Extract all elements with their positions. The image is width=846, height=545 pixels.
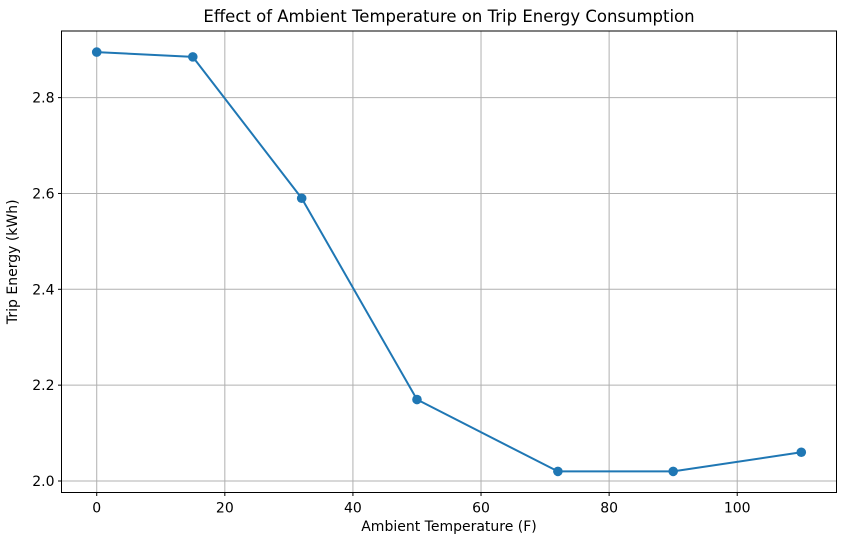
- y-tick-label: 2.2: [32, 378, 54, 394]
- data-point: [796, 447, 807, 458]
- y-tick-label: 2.8: [32, 91, 54, 107]
- data-point: [553, 466, 563, 477]
- plot-area: 0 20 40 60 80 100 2.0 2.2 2.4 2.6 2.8: [32, 30, 837, 517]
- data-point: [412, 394, 422, 405]
- x-tick-label: 40: [344, 501, 362, 517]
- x-tick-label: 0: [92, 501, 101, 517]
- x-tick-label: 20: [216, 501, 234, 517]
- data-point: [668, 466, 678, 477]
- chart-title: Effect of Ambient Temperature on Trip En…: [203, 7, 694, 26]
- x-tick-label: 60: [472, 501, 490, 517]
- y-axis-label: Trip Energy (kWh): [5, 199, 21, 325]
- y-tick-label: 2.6: [32, 186, 54, 202]
- data-point: [296, 193, 307, 204]
- y-tick-label: 2.0: [32, 474, 54, 490]
- plot-border: [61, 30, 837, 493]
- x-tick-label: 80: [600, 501, 618, 517]
- trip-energy-line: [95, 51, 803, 473]
- x-tick-label: 100: [724, 501, 751, 517]
- y-tick-label: 2.4: [32, 282, 54, 298]
- x-axis-label: Ambient Temperature (F): [361, 519, 537, 535]
- data-point: [91, 47, 102, 57]
- data-point: [188, 52, 198, 62]
